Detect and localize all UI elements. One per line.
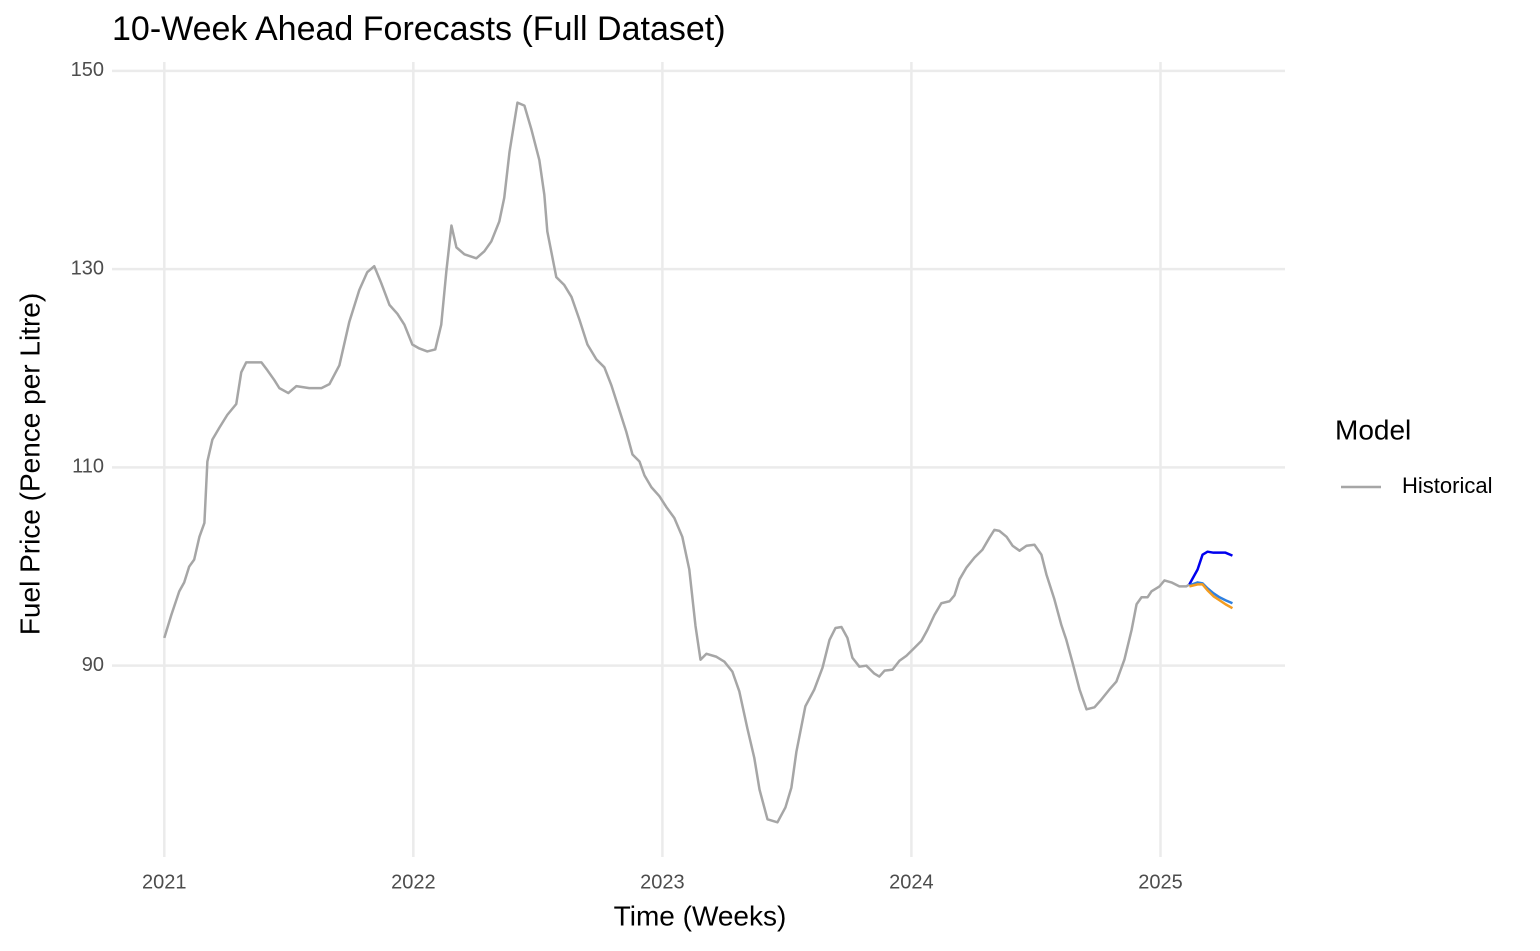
series-line [1188,550,1233,586]
chart-title: 10-Week Ahead Forecasts (Full Dataset) [112,10,726,48]
y-tick-label: 150 [71,59,104,81]
x-axis-label: Time (Weeks) [614,900,787,931]
x-tick-label: 2025 [1138,871,1183,893]
x-tick-label: 2022 [391,871,436,893]
legend-title: Model [1335,414,1411,445]
x-tick-label: 2021 [142,871,187,893]
series-line [1188,581,1233,605]
x-tick-label: 2024 [889,871,934,893]
series-line [1189,583,1234,610]
y-axis-label: Fuel Price (Pence per Litre) [14,293,45,635]
y-tick-label: 110 [72,456,104,478]
grid [112,62,1285,857]
legend-label: Historical [1402,473,1492,498]
y-tick-label: 130 [71,257,104,279]
series-line [163,101,1191,824]
x-tick-label: 2023 [640,871,685,893]
y-tick-label: 90 [82,654,104,676]
